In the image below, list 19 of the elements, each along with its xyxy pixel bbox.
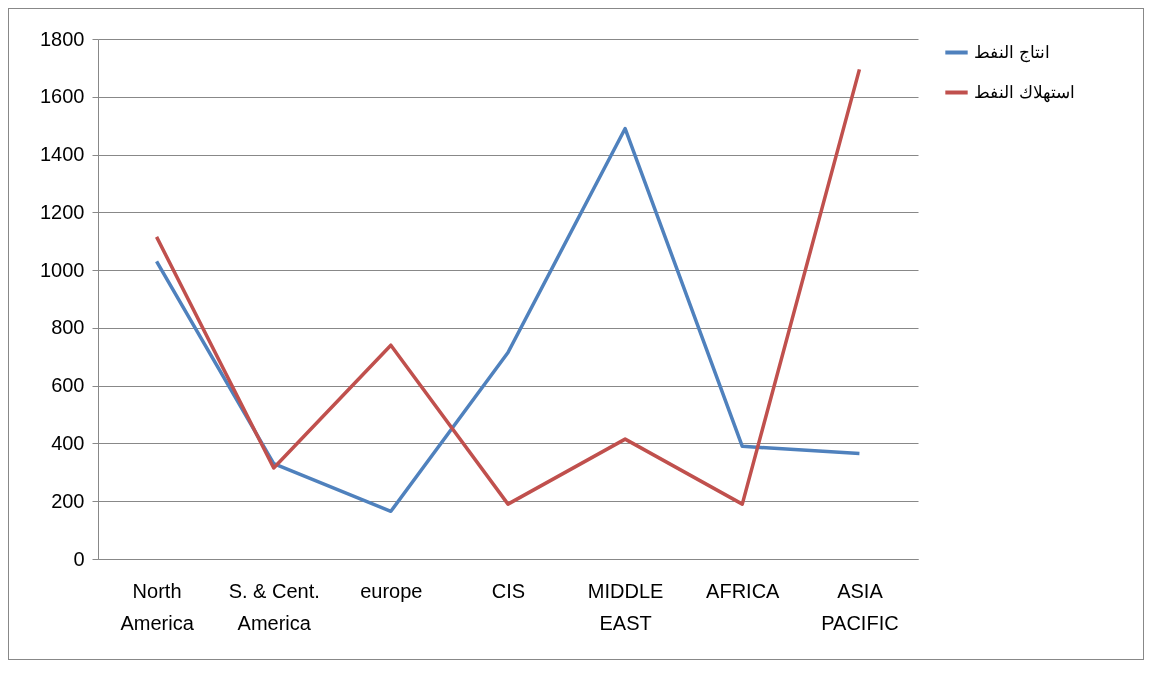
y-tick-label: 1000 bbox=[40, 258, 85, 281]
x-tick-label: ASIA PACIFIC bbox=[821, 579, 899, 634]
y-tick-label: 0 bbox=[73, 547, 85, 570]
x-tick-label: europe bbox=[360, 579, 423, 602]
y-tick-label: 600 bbox=[51, 374, 85, 397]
y-tick-label: 200 bbox=[51, 489, 85, 512]
y-tick-label: 1600 bbox=[40, 85, 85, 108]
x-tick-label: AFRICA bbox=[706, 579, 781, 602]
legend-label: انتاج النفط bbox=[974, 42, 1050, 63]
y-tick-label: 400 bbox=[51, 431, 85, 454]
x-tick-label: CIS bbox=[491, 579, 526, 602]
x-tick-label: S. & Cent. America bbox=[228, 579, 320, 634]
x-tick-label: MIDDLE EAST bbox=[587, 579, 664, 634]
legend-label: استهلاك النفط bbox=[974, 82, 1075, 103]
y-tick-label: 1400 bbox=[40, 143, 85, 166]
y-tick-label: 1200 bbox=[40, 200, 85, 223]
y-tick-label: 800 bbox=[51, 316, 85, 339]
y-tick-label: 1800 bbox=[40, 27, 85, 50]
x-tick-label: North America bbox=[120, 579, 195, 634]
